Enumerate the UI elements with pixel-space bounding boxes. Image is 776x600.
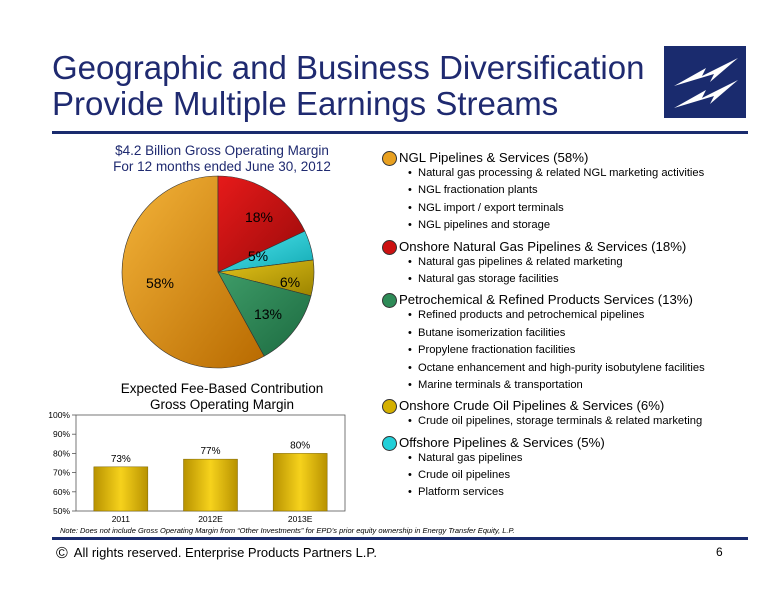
segment-label: Petrochemical & Refined Products Service…: [399, 292, 693, 308]
segment-color-dot-icon: [382, 151, 397, 166]
segment-group: Offshore Pipelines & Services (5%) Natura…: [382, 434, 762, 504]
x-category-label: 2013E: [288, 514, 313, 524]
bar-value-label: 77%: [200, 446, 220, 457]
segment-header: Onshore Crude Oil Pipelines & Services (…: [382, 397, 762, 415]
y-tick-label: 80%: [53, 448, 70, 458]
bar-chart: 50% 60% 70% 80% 90% 100% 73% 2011 77% 2012E 80% 201…: [48, 410, 346, 524]
pie-title-line-2: For 12 months ended June 30, 2012: [113, 159, 331, 174]
segment-bullet-item: Octane enhancement and high-purity isobu…: [382, 362, 762, 379]
segment-header: Petrochemical & Refined Products Service…: [382, 291, 762, 309]
pie-slice-natural-gas: [217, 175, 306, 273]
pie-chart: 58% 18% 5% 6% 13%: [121, 175, 315, 369]
header-divider: [52, 131, 748, 134]
segment-label: Offshore Pipelines & Services (5%): [399, 434, 605, 450]
x-category-label: 2011: [112, 514, 131, 524]
segment-bullet-item: Butane isomerization facilities: [382, 327, 762, 344]
y-tick-label: 60%: [53, 487, 70, 497]
page-number: 6: [716, 545, 723, 559]
segment-color-dot-icon: [382, 435, 397, 451]
segment-bullet-item: Propylene fractionation facilities: [382, 344, 762, 361]
segment-color-dot-icon: [382, 293, 397, 309]
footnote: Note: Does not include Gross Operating M…: [60, 526, 515, 535]
x-category-label: 2012E: [198, 514, 223, 524]
bar-2011: [93, 466, 149, 512]
bar-chart-title: Expected Fee-Based Contribution Gross Op…: [96, 381, 348, 413]
y-tick-label: 50%: [53, 506, 70, 516]
copyright-icon: ©: [56, 545, 68, 562]
y-tick-label: 70%: [53, 468, 70, 478]
segment-legend: NGL Pipelines & Services (58%) Natural ga…: [382, 148, 762, 504]
segment-bullet-item: Natural gas storage facilities: [382, 273, 762, 290]
segment-color-dot-icon: [382, 239, 397, 255]
pie-slice-petrochemical: [217, 271, 312, 357]
y-tick-label: 100%: [48, 410, 70, 420]
segment-bullet-item: Refined products and petrochemical pipel…: [382, 309, 762, 326]
segment-bullet-item: Natural gas pipelines: [382, 452, 762, 469]
segment-bullet-item: Crude oil pipelines: [382, 469, 762, 486]
segment-bullet-item: NGL import / export terminals: [382, 202, 762, 219]
bar-title-line-2: Gross Operating Margin: [149, 397, 295, 412]
segment-color-dot-icon: [382, 399, 397, 415]
slide-title: Geographic and Business Diversification …: [52, 50, 652, 122]
segment-bullet-item: Marine terminals & transportation: [382, 379, 762, 396]
segment-label: Onshore Natural Gas Pipelines & Services…: [399, 238, 687, 254]
pie-chart-title: $4.2 Billion Gross Operating Margin For …: [96, 143, 348, 175]
slide-title-line-1: Geographic and Business Diversification: [52, 49, 645, 86]
segment-group: Onshore Crude Oil Pipelines & Services (…: [382, 397, 762, 432]
segment-bullet-item: NGL fractionation plants: [382, 184, 762, 201]
segment-group: Petrochemical & Refined Products Service…: [382, 291, 762, 396]
bar-2012E: [183, 458, 238, 512]
pie-data-label: 13%: [254, 306, 282, 322]
bar-2013E: [272, 453, 328, 512]
segment-header: Onshore Natural Gas Pipelines & Services…: [382, 238, 762, 256]
segment-header: Offshore Pipelines & Services (5%): [382, 434, 762, 452]
pie-data-label: 5%: [248, 248, 268, 264]
footer-divider: [52, 537, 748, 540]
segment-bullet-item: NGL pipelines and storage: [382, 219, 762, 236]
pie-slice-ngl: [121, 175, 265, 369]
slide-title-line-2: Provide Multiple Earnings Streams: [52, 85, 559, 122]
footer-rights: All rights reserved. Enterprise Products…: [73, 545, 378, 560]
segment-label: Onshore Crude Oil Pipelines & Services (…: [399, 398, 665, 414]
segment-bullet-item: Natural gas pipelines & related marketin…: [382, 256, 762, 273]
segment-bullet-item: Platform services: [382, 486, 762, 503]
company-logo: [664, 46, 746, 118]
pie-title-line-1: $4.2 Billion Gross Operating Margin: [115, 143, 329, 158]
pie-data-label: 18%: [245, 209, 273, 225]
lightning-logo-icon: [674, 58, 738, 108]
bar-value-label: 80%: [290, 440, 310, 451]
segment-group: NGL Pipelines & Services (58%) Natural ga…: [382, 149, 762, 237]
segment-header: NGL Pipelines & Services (58%): [382, 149, 762, 167]
bar-title-line-1: Expected Fee-Based Contribution: [120, 381, 324, 396]
pie-data-label: 58%: [146, 275, 174, 291]
bar-value-label: 73%: [111, 454, 131, 465]
footer-text: © All rights reserved. Enterprise Product…: [56, 545, 377, 563]
segment-group: Onshore Natural Gas Pipelines & Services…: [382, 238, 762, 291]
y-tick-label: 90%: [53, 429, 70, 439]
segment-label: NGL Pipelines & Services (58%): [399, 150, 589, 165]
segment-bullet-item: Crude oil pipelines, storage terminals &…: [382, 415, 762, 432]
segment-bullet-item: Natural gas processing & related NGL mar…: [382, 167, 762, 184]
pie-data-label: 6%: [280, 274, 300, 290]
